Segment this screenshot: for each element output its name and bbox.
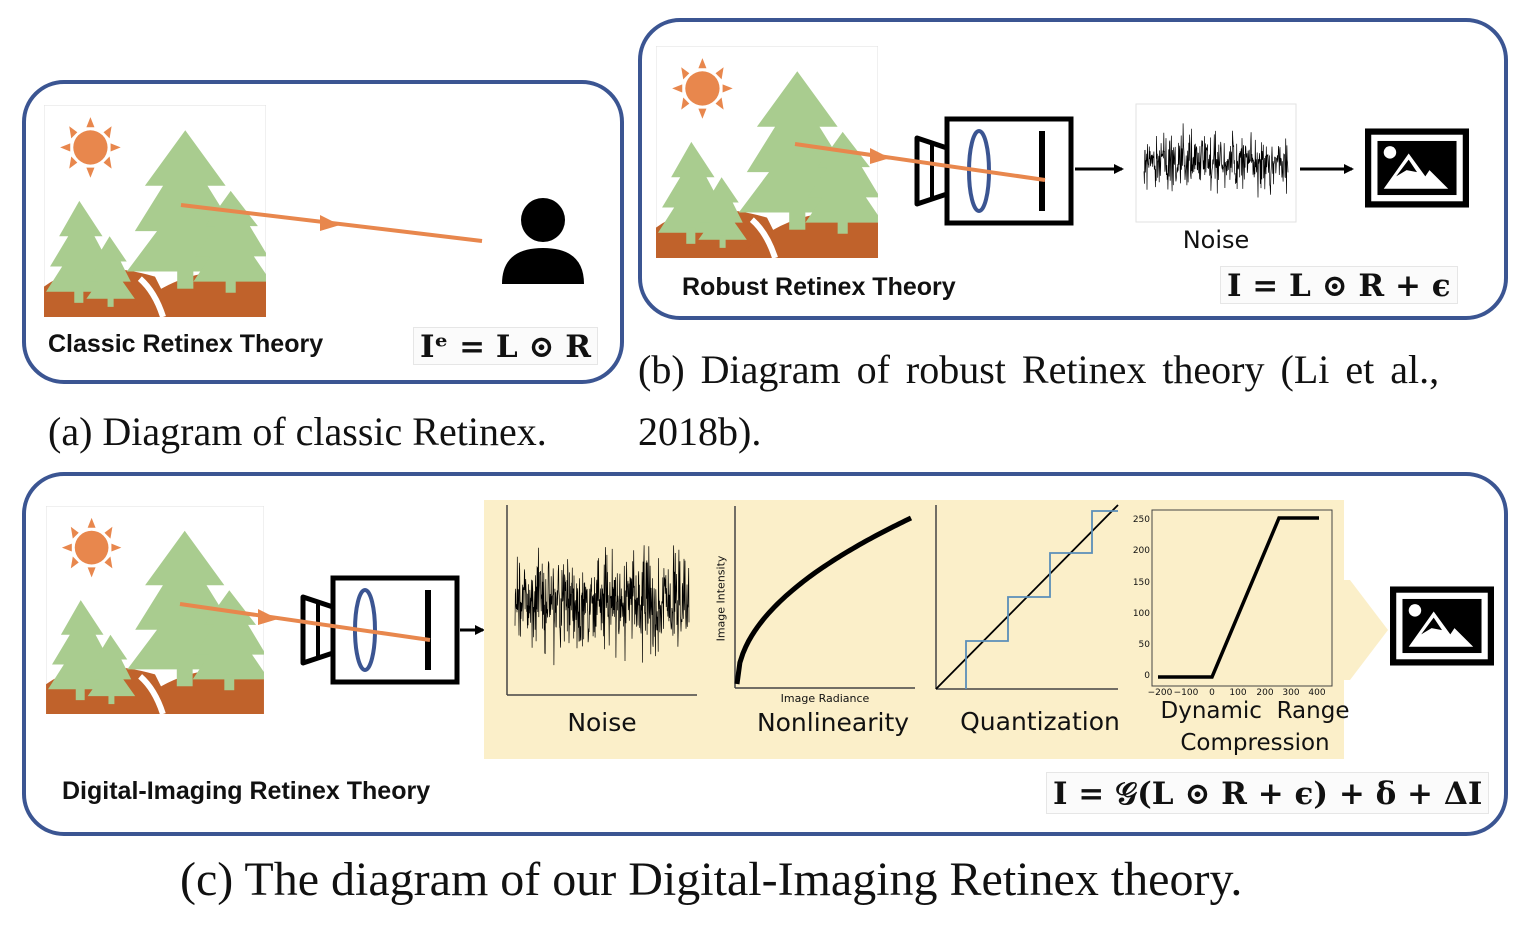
nonlinearity-ylabel: Image Intensity	[714, 555, 728, 642]
drc-ytick: 250	[1132, 515, 1150, 525]
drc-xtick: 300	[1282, 688, 1300, 698]
panel-a-equation: Iᵉ = L ⊙ R	[413, 327, 598, 365]
caption-b-line2: 2018b).	[638, 409, 762, 454]
stage-label-drc-line2: Compression	[1180, 730, 1330, 756]
panel-c-title: Digital-Imaging Retinex Theory	[62, 777, 431, 805]
caption-c: (c) The diagram of our Digital-Imaging R…	[180, 853, 1243, 906]
panel-b-equation: I = L ⊙ R + ϵ	[1220, 266, 1458, 304]
output-image-icon-c	[1390, 586, 1494, 666]
drc-ytick: 100	[1132, 609, 1150, 619]
stage-label-nonlinearity: Nonlinearity	[756, 708, 910, 737]
drc-ytick: 150	[1132, 578, 1150, 588]
drc-xtick: 100	[1229, 688, 1247, 698]
nonlinearity-xlabel: Image Radiance	[780, 692, 870, 705]
quantization-plot	[935, 504, 1119, 690]
panel-c-equation: I = 𝒢(L ⊙ R + ϵ) + δ + ΔI	[1046, 772, 1490, 814]
drc-ytick: 0	[1144, 671, 1150, 681]
drc-ytick: 200	[1132, 546, 1150, 556]
caption-a: (a) Diagram of classic Retinex.	[48, 409, 547, 454]
drc-xtick: 400	[1308, 688, 1326, 698]
panel-a-title: Classic Retinex Theory	[48, 330, 324, 358]
drc-xtick: −100	[1173, 688, 1199, 698]
processing-pipeline-box	[484, 500, 1344, 759]
drc-xtick: 0	[1209, 688, 1215, 698]
panel-b-title: Robust Retinex Theory	[682, 273, 956, 301]
person-icon	[502, 198, 584, 284]
stage-label-drc-line1: Dynamic Range	[1160, 698, 1350, 724]
stage-label-noise: Noise	[567, 708, 637, 737]
drc-ytick: 50	[1138, 640, 1150, 650]
caption-b-line1: (b) Diagram of robust Retinex theory (Li…	[638, 347, 1440, 392]
pipeline-arrow	[1344, 580, 1388, 680]
noise-plot-c	[506, 505, 697, 696]
stage-label-quantization: Quantization	[960, 707, 1120, 736]
drc-xtick: −200	[1147, 688, 1173, 698]
nonlinearity-plot	[734, 506, 915, 689]
drc-xtick: 200	[1256, 688, 1274, 698]
noise-plot-b	[1135, 103, 1297, 223]
drc-plot	[1151, 509, 1333, 687]
noise-label-b: Noise	[1182, 226, 1250, 254]
